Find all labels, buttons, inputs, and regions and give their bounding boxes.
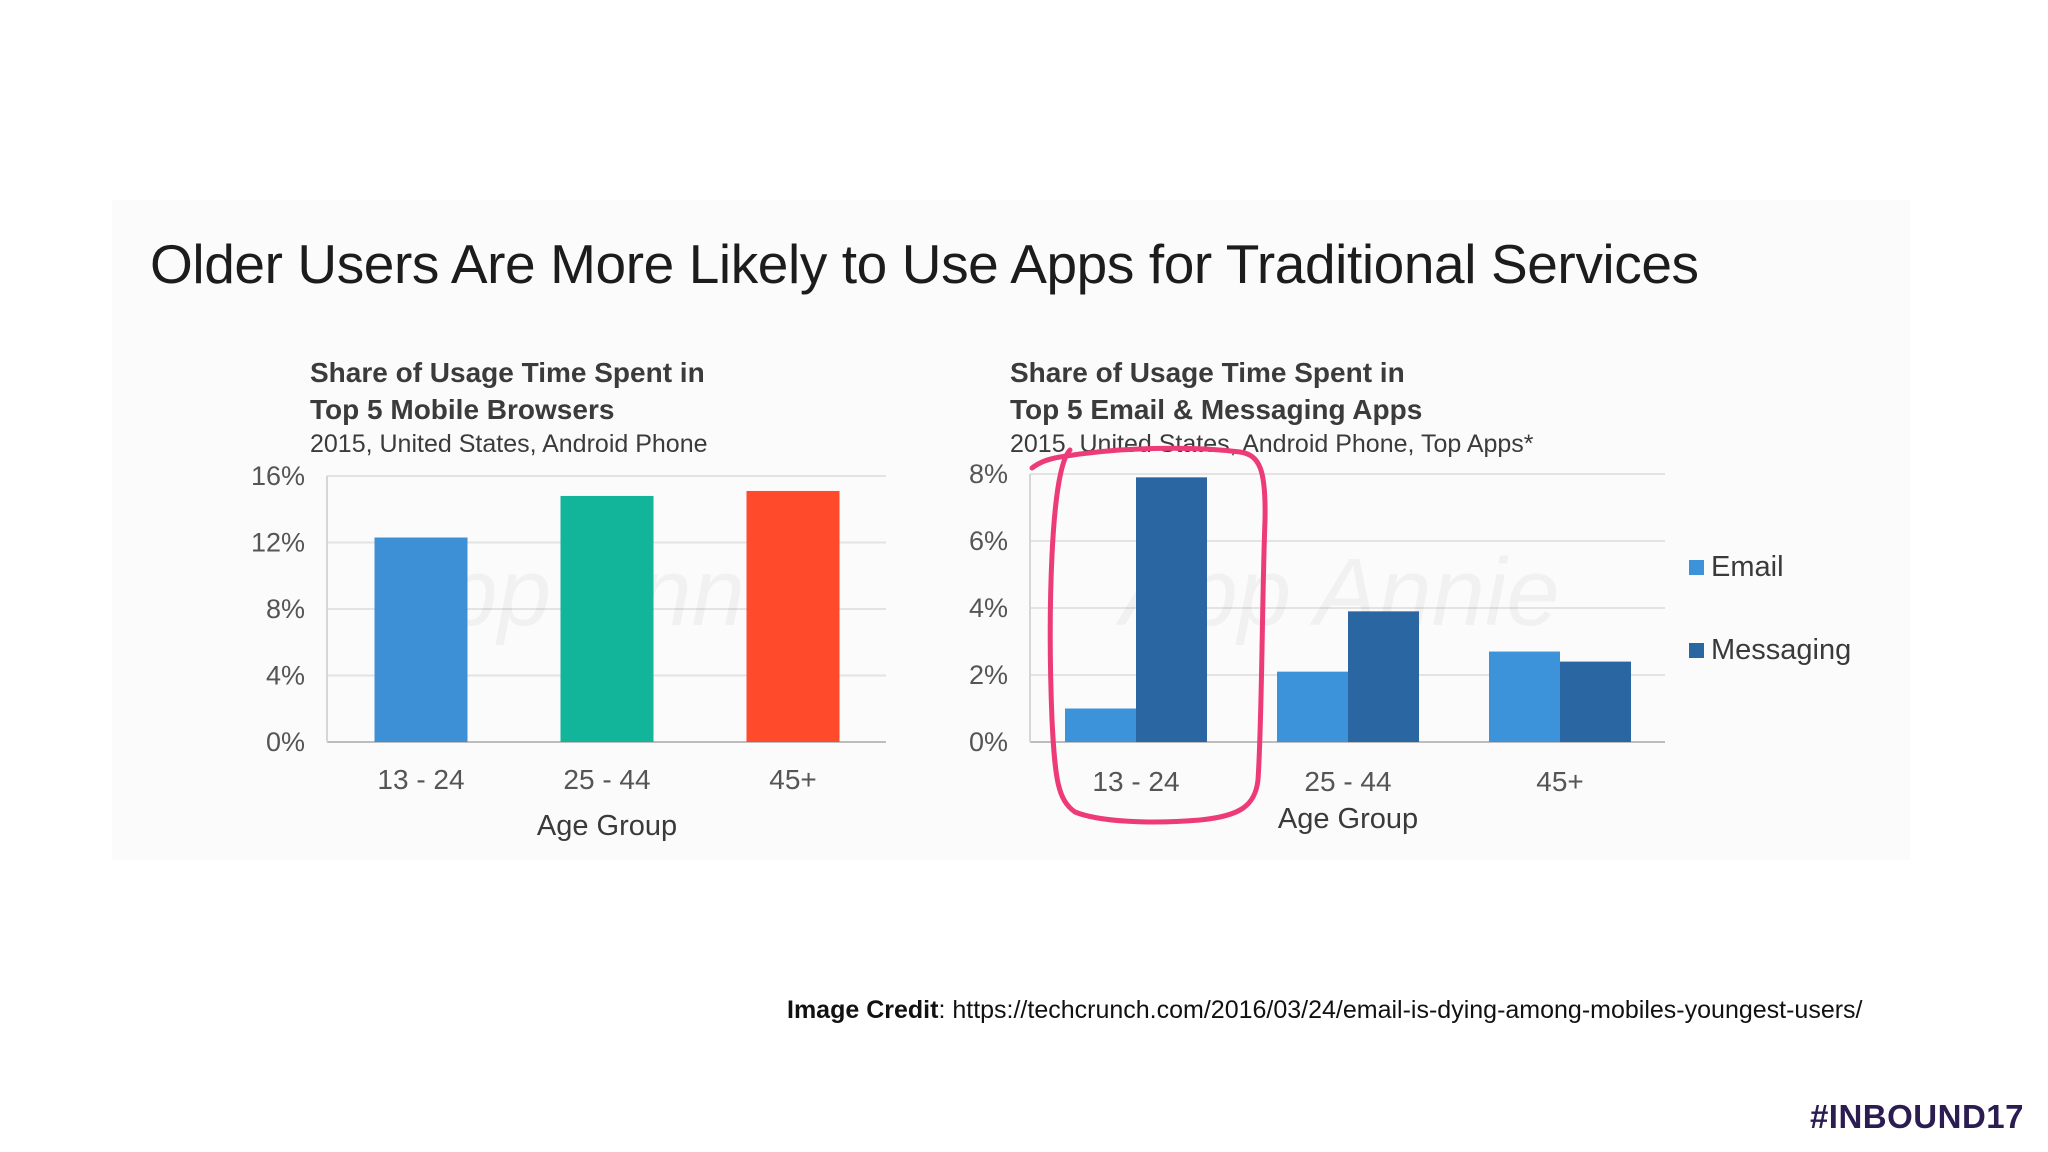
y-tick-label: 16% xyxy=(251,461,305,491)
bar-2 xyxy=(746,490,840,742)
legend-swatch-messaging xyxy=(1689,643,1704,658)
messaging-chart-title: Share of Usage Time Spent in Top 5 Email… xyxy=(1010,354,1422,428)
x-tick-label: 13 - 24 xyxy=(377,764,464,795)
hashtag: #INBOUND17 xyxy=(1809,1098,2024,1135)
highlight-circle xyxy=(1029,445,1268,825)
bar-1 xyxy=(560,495,654,742)
messaging-chart-title-line1: Share of Usage Time Spent in xyxy=(1010,357,1405,388)
bar-email-0 xyxy=(1065,708,1136,742)
x-tick-label: 25 - 44 xyxy=(563,764,650,795)
x-tick-label: 13 - 24 xyxy=(1092,766,1179,797)
y-tick-label: 2% xyxy=(969,660,1008,690)
legend-label-email: Email xyxy=(1711,551,1784,583)
credit-label: Image Credit xyxy=(787,996,939,1024)
x-axis-label: Age Group xyxy=(1278,803,1418,835)
slide-title: Older Users Are More Likely to Use Apps … xyxy=(150,233,1699,295)
legend-label-messaging: Messaging xyxy=(1711,634,1851,666)
y-tick-label: 8% xyxy=(969,459,1008,489)
x-tick-label: 45+ xyxy=(1536,766,1584,797)
bar-email-1 xyxy=(1277,671,1348,742)
chart-panel xyxy=(112,200,1910,860)
messaging-chart-title-line2: Top 5 Email & Messaging Apps xyxy=(1010,394,1423,425)
x-tick-label: 25 - 44 xyxy=(1304,766,1391,797)
x-tick-label: 45+ xyxy=(769,764,817,795)
browser-chart-title-line1: Share of Usage Time Spent in xyxy=(310,357,705,388)
bar-messaging-1 xyxy=(1348,611,1419,742)
y-tick-label: 0% xyxy=(266,727,305,757)
bar-email-2 xyxy=(1489,651,1560,742)
y-tick-label: 6% xyxy=(969,526,1008,556)
bar-messaging-2 xyxy=(1560,661,1631,742)
credit-link[interactable]: https://techcrunch.com/2016/03/24/email-… xyxy=(952,996,1863,1024)
browser-chart-subtitle: 2015, United States, Android Phone xyxy=(310,430,708,458)
y-tick-label: 8% xyxy=(266,594,305,624)
bar-messaging-0 xyxy=(1136,477,1207,742)
x-axis-label: Age Group xyxy=(537,810,677,842)
y-tick-label: 4% xyxy=(266,661,305,691)
legend-swatch-email xyxy=(1689,560,1704,575)
image-credit: Image Credit: https://techcrunch.com/201… xyxy=(787,996,1863,1024)
y-tick-label: 0% xyxy=(969,727,1008,757)
browser-chart-title: Share of Usage Time Spent in Top 5 Mobil… xyxy=(310,354,705,428)
y-tick-label: 12% xyxy=(251,528,305,558)
browser-chart-title-line2: Top 5 Mobile Browsers xyxy=(310,394,615,425)
bar-0 xyxy=(374,537,468,742)
y-tick-label: 4% xyxy=(969,593,1008,623)
